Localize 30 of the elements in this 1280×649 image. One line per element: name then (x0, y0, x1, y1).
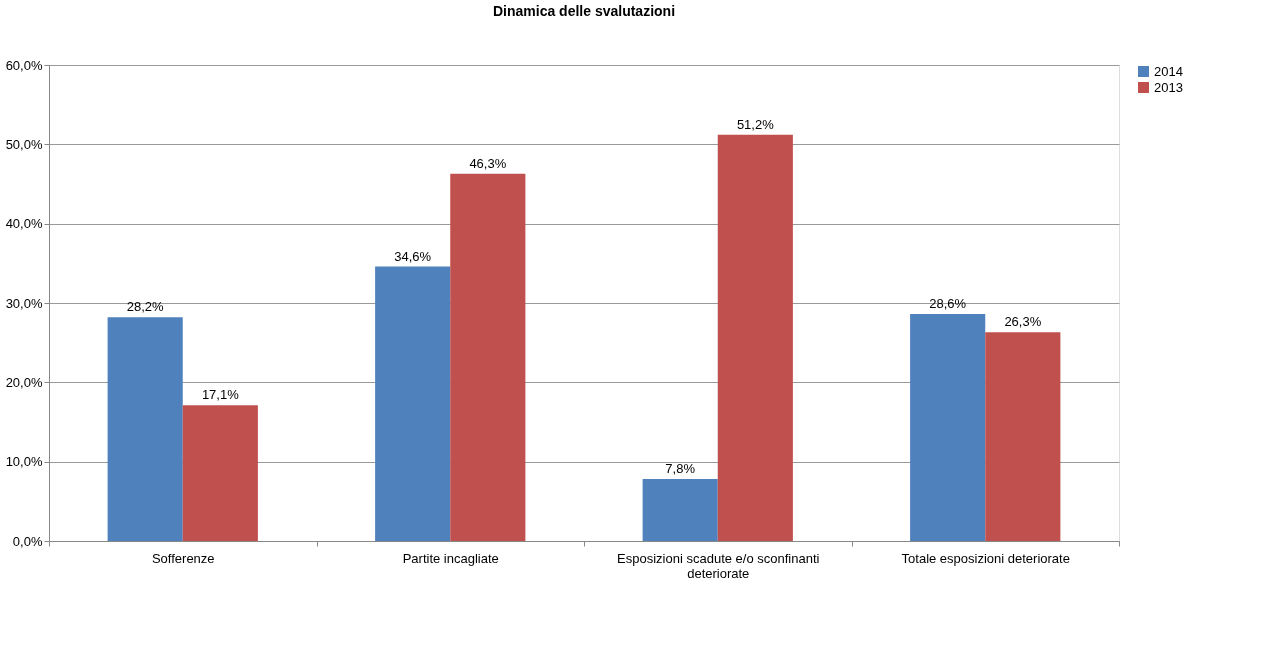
x-tick-label: Sofferenze (151, 550, 215, 566)
data-label: 7,8% (665, 461, 696, 477)
y-tick-label: 30,0% (5, 295, 43, 311)
data-label: 28,6% (929, 296, 967, 312)
y-tick-label: 50,0% (5, 136, 43, 152)
bar (182, 405, 258, 541)
data-label: 17,1% (201, 387, 240, 403)
bar (910, 314, 986, 541)
bar (717, 134, 793, 541)
y-tick-label: 20,0% (5, 374, 43, 390)
x-tick-label: Partite incagliate (402, 550, 499, 566)
bar (985, 332, 1061, 541)
bar (450, 173, 526, 541)
data-label: 26,3% (1004, 314, 1042, 330)
bar (375, 266, 451, 541)
y-tick-label: 0,0% (12, 533, 43, 549)
data-label: 34,6% (394, 248, 432, 264)
bar (642, 479, 718, 541)
bar (107, 317, 183, 541)
legend-label: 2013 (1154, 79, 1183, 95)
y-tick-label: 40,0% (5, 216, 43, 232)
y-tick-label: 60,0% (5, 57, 43, 73)
x-tick-label: Esposizioni scadute e/o sconfinanti deteriorate (617, 550, 820, 581)
legend-label: 2014 (1154, 63, 1183, 79)
chart-title: Dinamica delle svalutazioni (492, 3, 676, 19)
y-tick-label: 10,0% (5, 454, 43, 470)
data-label: 51,2% (736, 116, 775, 132)
data-label: 46,3% (469, 155, 507, 171)
x-tick-label: Totale esposizioni deteriorate (901, 550, 1070, 566)
data-label: 28,2% (126, 299, 165, 315)
